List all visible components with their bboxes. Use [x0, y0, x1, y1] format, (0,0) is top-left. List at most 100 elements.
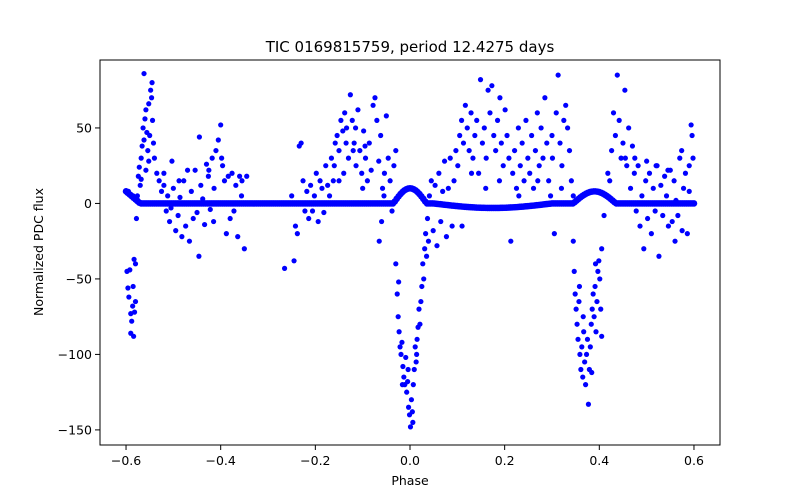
- y-axis-label: Normalized PDC flux: [31, 188, 46, 316]
- data-point: [517, 163, 523, 169]
- data-point: [530, 185, 537, 191]
- data-point: [188, 188, 194, 194]
- data-point: [366, 140, 372, 146]
- data-point: [597, 276, 603, 282]
- data-point: [616, 117, 622, 123]
- data-point: [196, 253, 202, 259]
- data-point: [396, 329, 402, 335]
- data-point: [534, 110, 540, 116]
- data-point: [179, 234, 185, 240]
- data-point: [143, 107, 149, 113]
- data-point: [538, 125, 544, 131]
- data-point: [588, 321, 594, 327]
- data-point: [521, 178, 527, 184]
- x-tick-label: 0.4: [589, 453, 609, 468]
- data-point: [515, 125, 521, 131]
- data-point: [673, 197, 679, 204]
- data-point: [343, 125, 350, 131]
- data-point: [237, 173, 243, 179]
- data-point: [451, 178, 457, 184]
- data-point: [233, 182, 239, 188]
- data-point: [205, 173, 211, 179]
- data-point: [665, 223, 672, 229]
- data-point: [311, 193, 317, 199]
- data-point: [357, 147, 363, 154]
- data-point: [582, 359, 588, 365]
- data-point: [614, 72, 620, 78]
- data-point: [306, 215, 312, 222]
- data-point: [566, 147, 573, 154]
- data-point: [184, 200, 191, 207]
- data-point: [493, 147, 499, 154]
- data-point: [561, 117, 567, 123]
- data-point: [590, 291, 596, 297]
- data-point: [468, 110, 474, 116]
- data-point: [323, 163, 329, 169]
- data-point: [557, 140, 563, 146]
- data-point: [679, 147, 685, 154]
- data-point: [336, 147, 342, 154]
- data-point: [489, 83, 495, 89]
- data-point: [593, 329, 599, 335]
- data-point: [211, 185, 217, 191]
- data-point: [684, 231, 690, 237]
- data-point: [343, 140, 349, 146]
- data-point: [494, 117, 501, 123]
- data-point: [675, 212, 681, 219]
- data-point: [555, 72, 561, 78]
- data-point: [148, 95, 155, 101]
- data-point: [142, 116, 148, 122]
- data-point: [546, 178, 552, 184]
- data-point: [583, 351, 590, 358]
- data-point: [491, 132, 497, 139]
- data-point: [374, 117, 380, 123]
- data-point: [510, 170, 516, 176]
- data-point: [213, 147, 219, 154]
- data-point: [349, 117, 355, 123]
- data-point: [134, 193, 140, 199]
- data-point: [218, 122, 224, 128]
- data-point: [688, 122, 694, 128]
- y-tick-label: 50: [76, 120, 92, 135]
- data-point: [331, 163, 337, 169]
- data-point: [341, 170, 347, 176]
- data-point: [140, 125, 146, 131]
- data-point: [379, 185, 386, 191]
- data-point: [547, 193, 554, 199]
- data-point: [131, 256, 137, 262]
- data-point: [151, 155, 158, 161]
- x-tick-label: 0.0: [400, 453, 420, 468]
- data-point: [404, 389, 410, 395]
- data-point: [579, 344, 585, 350]
- data-point: [504, 132, 510, 139]
- data-point: [200, 196, 206, 202]
- data-point: [565, 125, 571, 131]
- data-point: [405, 366, 411, 373]
- y-tick-label: −150: [58, 422, 92, 437]
- data-point: [186, 238, 193, 244]
- data-point: [410, 419, 416, 425]
- data-point: [470, 155, 476, 161]
- data-point: [631, 170, 637, 176]
- data-point: [423, 231, 429, 237]
- data-point: [181, 178, 187, 184]
- data-point: [559, 163, 565, 169]
- data-point: [420, 261, 426, 267]
- data-point: [399, 339, 405, 345]
- data-point: [462, 102, 468, 108]
- data-point: [577, 351, 583, 358]
- data-point: [359, 170, 365, 176]
- data-point: [549, 132, 555, 139]
- data-point: [686, 188, 692, 194]
- data-point: [612, 132, 619, 139]
- data-point: [542, 95, 548, 101]
- data-point: [127, 267, 133, 273]
- data-point: [595, 268, 601, 274]
- data-point: [336, 178, 342, 184]
- data-point: [570, 238, 576, 244]
- data-point: [161, 182, 167, 188]
- data-point: [125, 285, 131, 291]
- data-point: [553, 110, 559, 116]
- chart-title: TIC 0169815759, period 12.4275 days: [265, 38, 555, 56]
- data-point: [190, 215, 196, 222]
